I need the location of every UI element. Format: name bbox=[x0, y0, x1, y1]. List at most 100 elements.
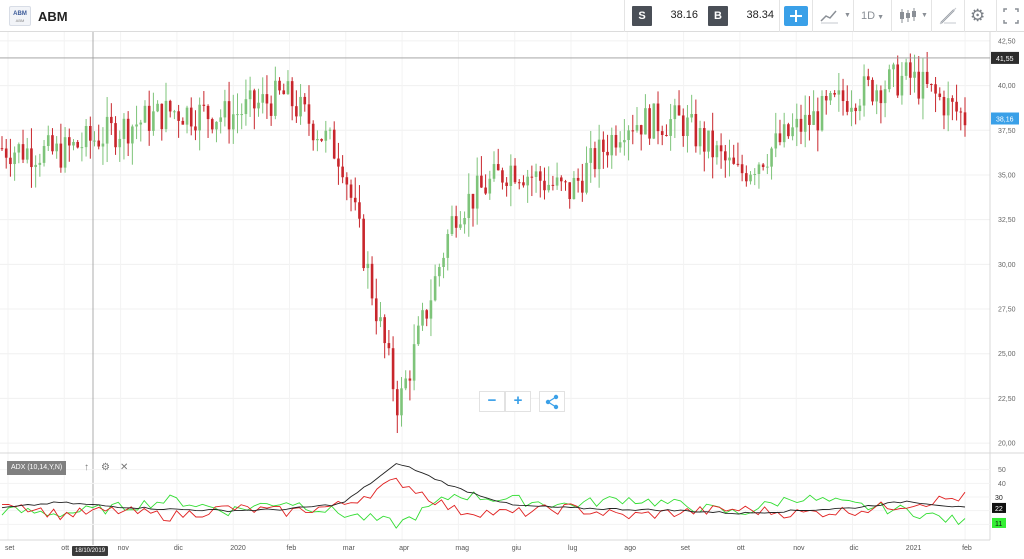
x-tick-label: dic bbox=[174, 545, 183, 552]
chevron-down-icon[interactable]: ▼ bbox=[921, 12, 928, 19]
indicator-label[interactable]: ADX (10,14,Y,N) bbox=[7, 461, 67, 475]
candle-body bbox=[496, 164, 500, 171]
candle-body bbox=[21, 144, 25, 160]
candle-body bbox=[337, 158, 340, 167]
buy-price[interactable]: 38.34 bbox=[746, 9, 774, 21]
candle-body bbox=[925, 71, 929, 85]
candle-body bbox=[202, 104, 206, 106]
gear-icon[interactable]: ⚙ bbox=[101, 462, 110, 473]
candle-body bbox=[740, 164, 744, 174]
candle-body bbox=[9, 157, 12, 165]
candle-body bbox=[13, 152, 16, 165]
draw-icon[interactable] bbox=[938, 6, 958, 26]
candle-body bbox=[131, 126, 134, 144]
candle-body bbox=[724, 151, 727, 161]
fullscreen-icon[interactable] bbox=[1003, 6, 1019, 26]
interval-selector[interactable]: 1D ▼ bbox=[861, 6, 884, 26]
di-plus-value-tag bbox=[992, 517, 1006, 528]
candle-body bbox=[459, 224, 462, 228]
candle-body bbox=[269, 103, 273, 116]
sell-price[interactable]: 38.16 bbox=[670, 9, 698, 21]
candle-body bbox=[959, 111, 963, 113]
candle-body bbox=[349, 184, 353, 198]
y-tick-label: 40,00 bbox=[998, 83, 1016, 90]
candle-body bbox=[219, 117, 222, 122]
candle-body bbox=[581, 180, 584, 193]
di-minus-line bbox=[1, 477, 966, 522]
candle-body bbox=[522, 182, 525, 186]
candle-body bbox=[257, 102, 260, 109]
candle-body bbox=[875, 90, 878, 102]
candle-body bbox=[492, 164, 496, 179]
zoom-in-button[interactable]: + bbox=[505, 391, 531, 412]
candle-body bbox=[883, 89, 887, 104]
candle-body bbox=[295, 106, 298, 117]
buy-button[interactable]: B bbox=[708, 6, 728, 26]
sell-button[interactable]: S bbox=[632, 6, 652, 26]
candle-body bbox=[749, 174, 752, 182]
candle-body bbox=[147, 105, 151, 131]
y-tick-label: 35,00 bbox=[998, 172, 1016, 179]
candle-body bbox=[534, 171, 538, 177]
candle-body bbox=[501, 170, 504, 183]
candle-body bbox=[900, 75, 904, 96]
chevron-down-icon[interactable]: ▼ bbox=[844, 12, 851, 19]
chart-grid bbox=[0, 32, 1024, 559]
y-tick-label: 37,50 bbox=[998, 128, 1016, 135]
zoom-out-button[interactable]: − bbox=[479, 391, 505, 412]
candle-body bbox=[538, 171, 542, 181]
candle-body bbox=[829, 92, 832, 101]
gear-icon[interactable]: ⚙ bbox=[970, 6, 986, 25]
divider bbox=[812, 0, 813, 32]
candle-body bbox=[454, 216, 458, 228]
candle-body bbox=[631, 130, 635, 132]
indicator-y-tick: 50 bbox=[998, 467, 1006, 474]
x-tick-label: 2021 bbox=[906, 545, 922, 552]
candle-body bbox=[795, 118, 799, 128]
toolbar: ABM ABM ABM S 38.16 B 38.34 ▼ 1D ▼ ▼ ⚙ bbox=[0, 0, 1024, 32]
line-chart-glyph bbox=[820, 10, 838, 24]
candle-body bbox=[736, 163, 740, 165]
line-chart-icon[interactable] bbox=[819, 6, 841, 26]
candle-body bbox=[135, 124, 138, 127]
crosshair: 41,55 38,16 bbox=[0, 32, 1019, 545]
logo-text: ABM bbox=[13, 11, 27, 17]
candle-body bbox=[862, 76, 866, 106]
y-tick-label: 22,50 bbox=[998, 396, 1016, 403]
candle-body bbox=[930, 84, 933, 86]
candle-body bbox=[341, 166, 344, 178]
candles-icon[interactable] bbox=[897, 6, 919, 26]
share-icon[interactable] bbox=[539, 391, 565, 412]
candle-body bbox=[854, 107, 857, 112]
candle-body bbox=[404, 378, 408, 389]
candle-body bbox=[168, 100, 172, 112]
candle-body bbox=[530, 176, 534, 178]
candle-body bbox=[791, 127, 794, 137]
x-tick-label: lug bbox=[568, 545, 577, 552]
candle-body bbox=[303, 96, 307, 105]
candle-body bbox=[757, 164, 761, 174]
divider bbox=[891, 0, 892, 32]
candle-body bbox=[627, 130, 630, 141]
adx-value-tag bbox=[992, 502, 1006, 513]
candle-body bbox=[938, 93, 942, 97]
x-tick-label: 2020 bbox=[230, 545, 246, 552]
x-tick-label: set bbox=[681, 545, 690, 552]
x-tick-label: nov bbox=[793, 545, 805, 552]
crosshair-icon[interactable] bbox=[784, 6, 808, 26]
arrow-up-icon[interactable]: ↑ bbox=[84, 462, 89, 473]
candle-body bbox=[152, 111, 155, 131]
candle-body bbox=[59, 143, 63, 168]
close-icon[interactable]: ✕ bbox=[120, 462, 129, 473]
candle-body bbox=[866, 76, 870, 80]
candle-body bbox=[244, 99, 248, 115]
candle-body bbox=[210, 119, 214, 130]
candle-body bbox=[547, 184, 550, 191]
x-tick-label: giu bbox=[512, 545, 521, 552]
candle-body bbox=[543, 180, 546, 191]
candle-body bbox=[942, 96, 946, 116]
candle-body bbox=[917, 71, 921, 99]
candle-body bbox=[320, 138, 323, 141]
candle-body bbox=[421, 310, 424, 326]
